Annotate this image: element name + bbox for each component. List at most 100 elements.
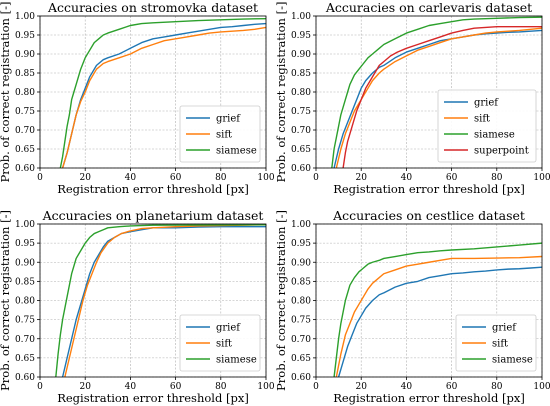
legend-label-superpoint: superpoint [474,146,529,157]
series-line-superpoint [342,25,542,168]
legend-label-siamese: siamese [492,355,533,366]
legend-box [179,105,261,163]
y-tick-label: 0.60 [15,373,35,383]
chart-panel-2: 0 20 40 60 80 100 0.60 0.65 0.70 0.75 0.80 0.85 0.90… [274,0,550,196]
series-line-sift [61,26,266,168]
y-axis-label: Prob. of correct registration [-] [0,2,12,183]
y-tick-label: 0.90 [15,258,35,268]
y-tick-label: 0.60 [15,164,35,174]
x-tick-label: 0 [313,173,319,183]
x-tick-label: 100 [533,173,550,183]
legend: grief sift siamese [179,105,261,163]
legend-label-siamese: siamese [474,130,515,141]
x-tick-label: 20 [355,382,367,392]
legend-label-sift: sift [216,339,232,350]
x-tick-label: 40 [401,382,413,392]
legend-label-grief: grief [492,323,517,334]
chart-panel-4: 0 20 40 60 80 100 0.60 0.65 0.70 0.75 0.80 0.85 0.90… [274,208,550,405]
series-group [59,17,266,168]
x-tick-label: 0 [37,382,43,392]
series-line-grief [337,266,542,377]
y-tick-label: 0.80 [291,297,311,307]
legend-label-sift: sift [492,339,508,350]
y-tick-label: 0.65 [291,145,311,155]
legend-label-siamese: siamese [216,355,257,366]
y-tick-label: 1.00 [15,12,35,22]
y-axis-label: Prob. of correct registration [-] [0,210,12,391]
x-tick-label: 20 [79,382,91,392]
legend: grief sift siamese [179,314,261,372]
legend-box [179,314,261,372]
series-line-sift [335,255,542,377]
y-tick-label: 0.75 [291,316,311,326]
legend-label-sift: sift [216,130,232,141]
y-tick-label: 0.60 [291,164,311,174]
series-line-siamese [55,224,266,377]
y-tick-label: 0.95 [291,31,311,41]
chart-title: Accuracies on carlevaris dataset [325,0,532,15]
x-axis-label: Registration error threshold [px] [333,391,525,405]
legend-label-sift: sift [474,114,490,125]
y-tick-label: 0.65 [291,354,311,364]
y-tick-label: 0.65 [15,354,35,364]
y-tick-label: 1.00 [15,220,35,230]
x-tick-label: 0 [37,173,43,183]
y-tick-label: 0.85 [15,277,35,287]
x-tick-label: 60 [170,382,182,392]
series-group [333,242,542,377]
y-tick-label: 1.00 [291,12,311,22]
x-tick-label: 100 [257,173,274,183]
legend-label-siamese: siamese [216,146,257,157]
y-tick-label: 0.85 [291,277,311,287]
series-line-siamese [331,16,542,168]
y-tick-label: 0.75 [15,107,35,117]
y-tick-label: 0.90 [15,50,35,60]
y-tick-label: 0.90 [291,258,311,268]
series-group [55,224,266,377]
y-tick-label: 0.75 [15,316,35,326]
y-tick-label: 0.90 [291,50,311,60]
y-tick-label: 0.70 [15,126,35,136]
chart-panel-3: 0 20 40 60 80 100 0.60 0.65 0.70 0.75 0.80 0.85 0.90… [0,208,275,405]
legend-box [437,89,537,163]
x-tick-label: 60 [170,173,182,183]
x-tick-label: 100 [533,382,550,392]
series-group [331,16,542,168]
x-tick-label: 80 [491,173,503,183]
x-tick-label: 100 [257,382,274,392]
y-tick-label: 0.80 [15,88,35,98]
y-tick-label: 0.65 [15,145,35,155]
x-tick-label: 40 [125,173,137,183]
legend-box [455,314,537,372]
chart-panel-1: 0 20 40 60 80 100 0.60 0.65 0.70 0.75 0.80 0.85 0.90… [0,0,275,196]
series-line-grief [61,225,266,377]
series-line-grief [333,29,542,168]
x-tick-label: 0 [313,382,319,392]
series-line-sift [64,224,266,377]
x-tick-label: 80 [491,382,503,392]
y-tick-label: 0.60 [291,373,311,383]
y-tick-label: 0.95 [15,31,35,41]
chart-title: Accuracies on cestlice dataset [332,208,525,223]
y-tick-label: 0.70 [291,126,311,136]
y-axis-label: Prob. of correct registration [-] [274,2,288,183]
x-axis-label: Registration error threshold [px] [57,182,249,196]
legend: grief sift siamese superpoint [437,89,537,163]
series-line-siamese [333,242,542,377]
x-axis-label: Registration error threshold [px] [57,391,249,405]
y-tick-label: 0.95 [291,239,311,249]
y-tick-label: 0.80 [291,88,311,98]
x-tick-label: 80 [215,173,227,183]
y-tick-label: 0.70 [15,335,35,345]
y-tick-label: 0.95 [15,239,35,249]
y-axis-label: Prob. of correct registration [-] [274,210,288,391]
x-tick-label: 80 [215,382,227,392]
chart-title: Accuracies on planetarium dataset [42,208,264,223]
x-tick-label: 20 [355,173,367,183]
x-tick-label: 20 [79,173,91,183]
x-tick-label: 40 [401,173,413,183]
x-axis-label: Registration error threshold [px] [333,182,525,196]
x-tick-label: 60 [446,173,458,183]
y-tick-label: 0.80 [15,297,35,307]
